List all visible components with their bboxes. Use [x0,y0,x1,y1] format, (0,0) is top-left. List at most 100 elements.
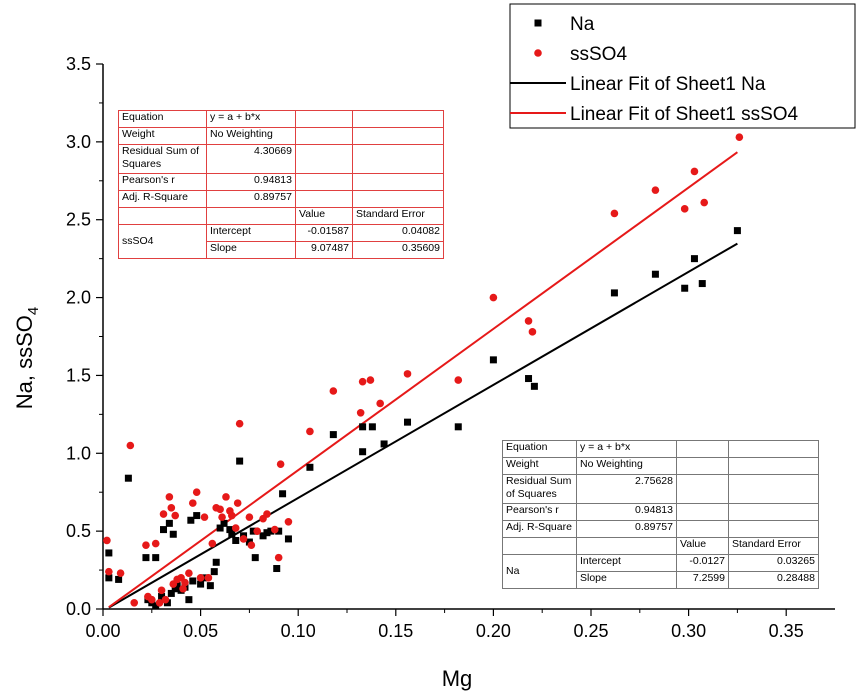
y-tick-label: 0.0 [66,599,91,619]
data-point-na [152,602,160,610]
data-point-na [212,558,220,566]
data-point-na [610,289,618,297]
data-point-na [173,582,181,590]
data-point-ssso4 [263,510,271,518]
data-point-ssso4 [126,441,135,450]
stats-series-label: ssSO4 [118,224,207,259]
data-point-ssso4 [454,376,463,384]
legend-label: ssSO4 [570,44,627,65]
stats-equation-label: Equation [118,110,207,128]
stats-weight-label: Weight [502,457,577,475]
stats-intercept-se: 0.04082 [352,224,444,242]
data-point-na [249,527,257,535]
y-tick-label: 1.0 [66,443,91,463]
data-point-ssso4 [651,186,660,194]
data-point-ssso4 [403,370,412,378]
data-point-ssso4 [192,488,201,497]
data-point-ssso4 [233,499,242,507]
x-tick-label: 0.10 [281,621,316,641]
data-point-na [380,440,388,448]
data-point-ssso4 [284,518,293,526]
stats-weight-label: Weight [118,127,207,145]
data-point-na [210,568,218,576]
data-point-ssso4 [253,527,262,535]
data-point-na [193,512,201,520]
data-point-na [733,227,741,235]
legend-box [509,3,856,129]
data-point-na [158,593,166,601]
data-point-na [359,448,367,456]
stats-rss-value: 2.75628 [576,474,677,504]
x-tick-label: 0.05 [183,621,218,641]
data-point-na [279,490,287,498]
data-markers [103,133,744,610]
data-point-ssso4 [329,387,338,395]
fit-stats-table-na: Equation y = a + b*x Weight No Weighting R… [502,440,819,589]
x-axis-title: Mg [442,666,473,691]
stats-rss-label: Residual Sum of Squares [502,474,577,504]
data-point-na [530,382,538,390]
stats-pearson-value: 0.94813 [206,173,296,191]
data-point-ssso4 [196,574,205,582]
data-point-na [236,457,244,465]
data-point-ssso4 [247,541,256,549]
data-point-na [165,519,173,527]
fit-stats-table-ssso4: Equation y = a + b*x Weight No Weighting R… [118,110,444,259]
data-point-na [228,530,236,538]
data-point-ssso4 [130,598,139,607]
stats-equation-value: y = a + b*x [206,110,296,128]
data-point-ssso4 [700,198,709,207]
data-point-na [251,554,259,562]
data-point-na [216,524,224,532]
y-axis-title: Na, ssSO4 [12,307,42,409]
stats-intercept-value: -0.0127 [676,554,729,572]
data-point-ssso4 [103,536,111,545]
data-point-ssso4 [376,399,384,408]
stats-intercept-label: Intercept [576,554,677,572]
data-point-na [651,270,659,278]
data-point-ssso4 [208,539,217,548]
data-point-ssso4 [528,328,537,336]
data-point-ssso4 [690,167,699,176]
x-tick-label: 0.35 [769,621,804,641]
data-point-ssso4 [270,525,279,534]
data-point-na [142,554,150,562]
data-point-na [454,423,462,431]
stats-value-header: Value [295,207,353,225]
data-point-na [105,574,113,582]
data-point-na [368,423,376,431]
chart-legend: Na ssSO4 Linear Fit of Sheet1 Na Linear Fit… [509,3,856,129]
data-point-na [306,463,314,471]
stats-slope-value: 7.2599 [676,571,729,589]
data-point-na [273,565,281,573]
data-point-ssso4 [735,133,744,141]
legend-swatch-na [534,19,542,27]
data-point-ssso4 [366,376,375,384]
data-point-ssso4 [157,586,166,595]
data-point-ssso4 [167,503,176,512]
stats-equation-value: y = a + b*x [576,440,677,458]
data-point-ssso4 [116,569,125,577]
stats-value-header: Value [676,537,729,555]
data-point-ssso4 [276,460,285,468]
x-tick-label: 0.20 [476,621,511,641]
legend-label: Linear Fit of Sheet1 ssSO4 [570,104,799,125]
data-point-na [359,423,367,431]
data-point-ssso4 [245,513,254,521]
data-point-na [681,284,689,292]
stats-slope-value: 9.07487 [295,241,353,259]
y-tick-label: 3.0 [66,132,91,152]
data-point-ssso4 [155,598,164,607]
y-tick-label: 2.0 [66,288,91,308]
data-point-ssso4 [610,209,619,218]
y-tick-label: 2.5 [66,210,91,230]
legend-label: Linear Fit of Sheet1 Na [570,74,766,95]
y-tick-label: 0.5 [66,521,91,541]
data-point-na [525,375,533,383]
data-point-na [690,255,698,263]
data-point-ssso4 [274,553,283,562]
data-point-ssso4 [200,513,209,521]
data-point-ssso4 [188,499,197,507]
data-point-na [152,554,160,562]
x-tick-label: 0.25 [573,621,608,641]
